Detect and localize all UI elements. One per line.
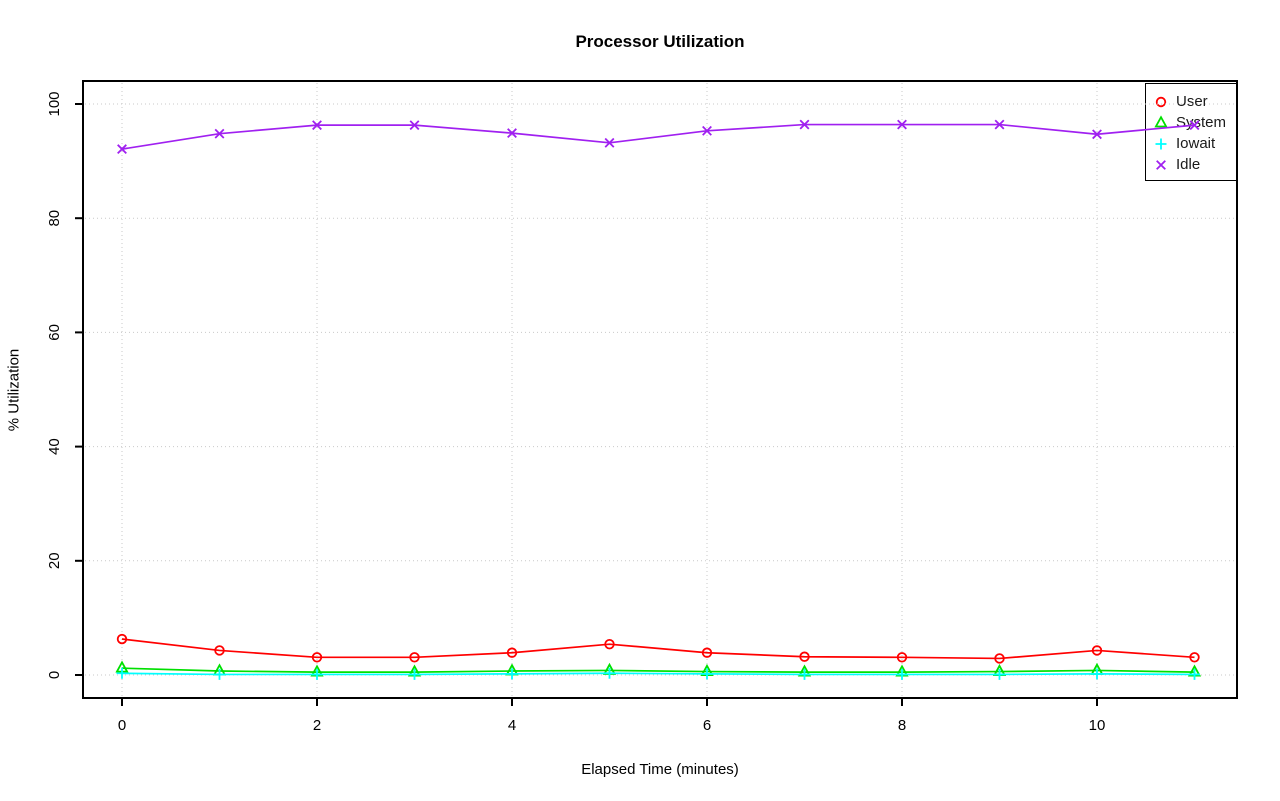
data-point-x (507, 128, 517, 139)
data-point-triangle (1154, 114, 1168, 127)
data-point-x (409, 120, 420, 131)
data-point-x (1092, 129, 1102, 140)
data-point-plus (311, 668, 323, 680)
legend-item-user: User (1146, 91, 1237, 112)
circle-icon (1155, 96, 1167, 107)
data-point-plus (1091, 668, 1103, 680)
series-line-user (121, 638, 1195, 660)
data-point-circle (799, 651, 810, 662)
data-point-triangle (992, 663, 1007, 676)
data-point-plus (116, 667, 128, 679)
data-point-triangle (310, 664, 324, 677)
legend-label: Iowait (1176, 135, 1216, 152)
data-point-circle (116, 633, 128, 645)
data-point-circle (604, 638, 615, 650)
plus-icon (1155, 138, 1167, 149)
series-line-idle (121, 123, 1195, 150)
x-icon (1156, 159, 1166, 170)
x-axis-label: Elapsed Time (minutes) (581, 761, 739, 778)
legend-item-iowait: Iowait (1146, 133, 1237, 154)
triangle-icon (1154, 114, 1168, 127)
legend-label: User (1176, 93, 1208, 110)
data-point-x (117, 144, 127, 155)
data-point-triangle (1187, 664, 1202, 677)
data-point-circle (214, 645, 225, 656)
x-tick-label: 8 (898, 717, 906, 734)
data-point-plus (1189, 668, 1200, 680)
data-point-plus (799, 668, 810, 680)
data-point-circle (506, 647, 518, 658)
chart-title: Processor Utilization (575, 32, 745, 51)
data-point-triangle (407, 664, 422, 677)
series-line-system (121, 667, 1195, 673)
data-point-plus (701, 668, 713, 680)
data-point-triangle (602, 662, 617, 675)
y-axis-label: % Utilization (5, 348, 23, 432)
y-tick-label: 20 (46, 552, 63, 569)
data-point-circle (1091, 645, 1103, 656)
plot-frame (82, 80, 1238, 699)
x-tick-label: 4 (508, 717, 516, 734)
data-point-triangle (700, 663, 714, 676)
x-tick-label: 10 (1089, 717, 1106, 734)
data-point-circle (896, 652, 908, 663)
data-point-circle (409, 652, 420, 663)
y-tick-label: 0 (46, 671, 63, 679)
series-line-iowait (121, 672, 1195, 676)
data-point-x (994, 119, 1005, 130)
y-tick-label: 60 (46, 324, 63, 341)
x-tick-label: 2 (313, 717, 321, 734)
data-point-plus (994, 668, 1005, 680)
data-point-circle (701, 647, 713, 658)
data-point-x (799, 119, 810, 130)
data-point-triangle (895, 664, 909, 677)
y-tick-label: 80 (46, 210, 63, 227)
data-point-triangle (115, 660, 129, 673)
data-point-plus (214, 668, 225, 680)
legend-item-system: System (1146, 112, 1237, 133)
data-point-circle (994, 653, 1005, 664)
data-point-triangle (505, 663, 519, 676)
y-tick-label: 40 (46, 438, 63, 455)
data-point-triangle (797, 664, 812, 677)
data-point-circle (1189, 652, 1200, 663)
data-point-x (702, 125, 712, 136)
data-point-plus (506, 668, 518, 680)
data-point-plus (896, 668, 908, 680)
y-tick-label: 100 (46, 91, 63, 116)
data-point-circle (1155, 96, 1167, 107)
data-point-triangle (212, 663, 227, 676)
x-tick-label: 0 (118, 717, 126, 734)
legend-item-idle: Idle (1146, 154, 1237, 175)
data-point-circle (311, 652, 323, 663)
data-point-x (214, 128, 225, 139)
data-point-x (604, 137, 615, 148)
data-point-x (897, 119, 907, 130)
data-point-plus (1155, 138, 1167, 149)
data-point-x (1156, 159, 1166, 170)
data-point-triangle (1090, 662, 1104, 675)
legend-label: System (1176, 114, 1227, 131)
data-point-plus (409, 668, 420, 680)
legend: User System Iowait Idle (1145, 83, 1238, 181)
data-point-x (312, 120, 322, 131)
legend-label: Idle (1176, 156, 1201, 173)
x-tick-label: 6 (703, 717, 711, 734)
data-point-plus (604, 667, 615, 679)
